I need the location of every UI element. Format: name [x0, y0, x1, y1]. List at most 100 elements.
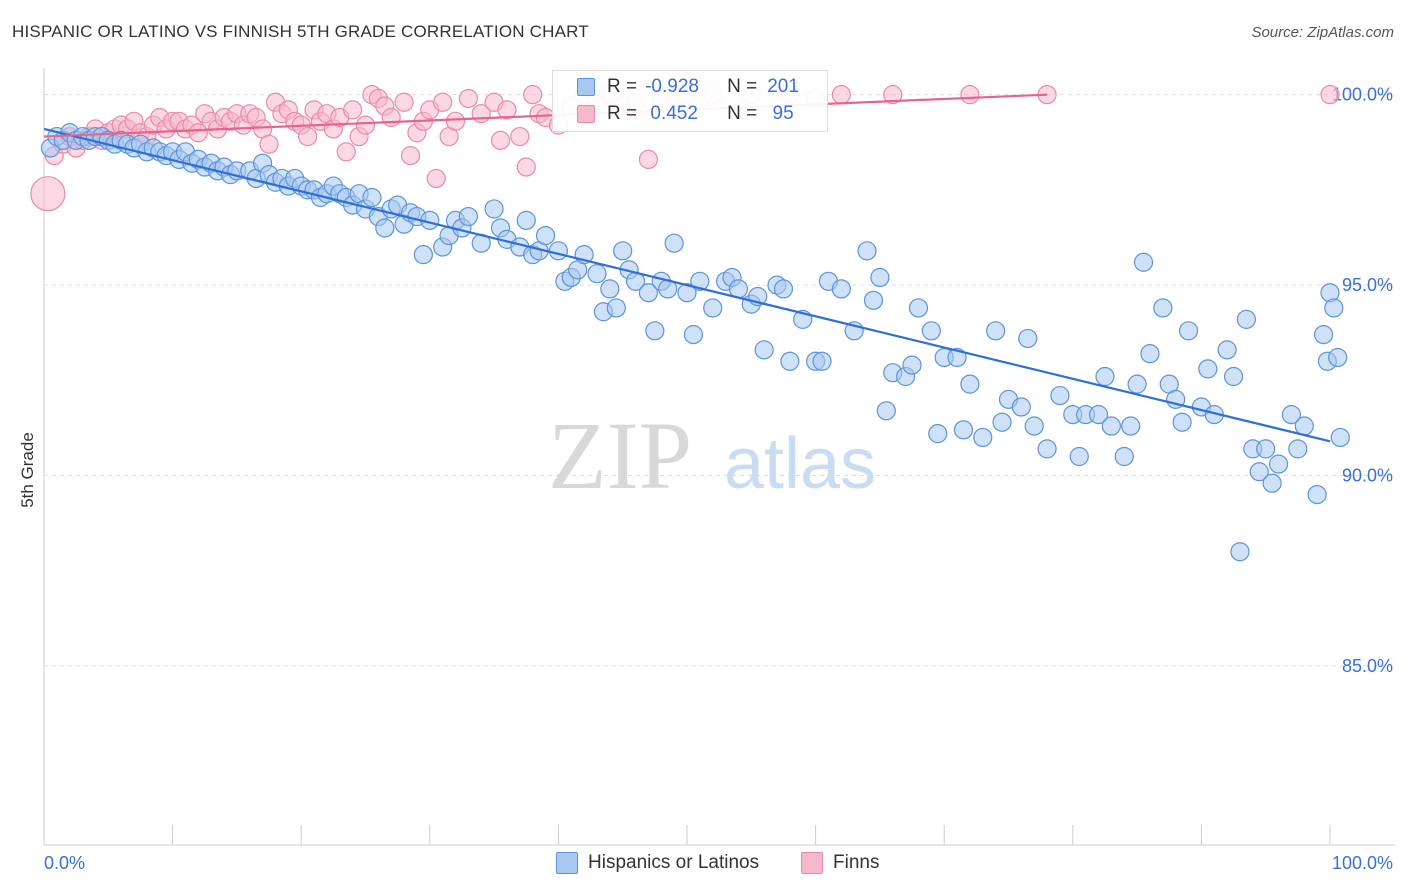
finn-point	[355, 115, 376, 135]
hispanic-point	[1121, 416, 1141, 436]
hispanic-point	[458, 206, 478, 227]
hispanic-point	[677, 283, 697, 303]
hispanic-point	[1011, 397, 1031, 417]
hispanic-point	[1101, 416, 1121, 436]
hispanic-point	[1140, 344, 1160, 364]
hispanic-point	[1249, 462, 1269, 482]
hispanic-point	[664, 233, 684, 253]
legend-item-hispanics[interactable]: Hispanics or Latinos	[556, 852, 759, 874]
hispanic-point	[754, 340, 774, 360]
hispanic-point	[1262, 473, 1282, 493]
hispanic-point	[863, 290, 884, 310]
finn-point	[336, 142, 356, 162]
hispanic-point	[921, 321, 941, 341]
hispanic-point	[1172, 412, 1192, 432]
hispanic-point	[992, 412, 1012, 432]
hispanic-point	[535, 225, 556, 246]
finn-point	[490, 130, 511, 150]
blue-swatch	[556, 852, 578, 874]
finn-point	[458, 88, 478, 109]
finn-point	[394, 92, 414, 112]
hispanic-point	[516, 210, 536, 230]
finn-point	[298, 126, 318, 147]
hispanic-point	[1114, 446, 1134, 467]
y-axis-label: 5th Grade	[18, 432, 37, 508]
watermark: ZIP atlas	[548, 402, 876, 509]
trend-lines	[43, 93, 1331, 443]
hispanics-points	[40, 123, 1350, 562]
hispanic-point	[947, 347, 967, 368]
hispanic-point	[1133, 252, 1154, 272]
hispanic-point	[1198, 359, 1218, 379]
hispanic-point	[960, 374, 980, 394]
y-tick-label: 95.0%	[1342, 275, 1393, 295]
hispanic-point	[1313, 325, 1334, 345]
hispanic-point	[908, 298, 929, 318]
hispanic-point	[1088, 405, 1109, 425]
chart-title: HISPANIC OR LATINO VS FINNISH 5TH GRADE …	[12, 22, 589, 41]
n-label: N =	[727, 76, 758, 97]
hispanic-point	[773, 279, 794, 299]
legend-item-finns[interactable]: Finns	[801, 852, 879, 874]
hispanic-point	[638, 283, 659, 303]
axes	[43, 68, 1395, 846]
watermark-zip: ZIP	[548, 402, 692, 509]
hispanic-point	[876, 401, 896, 421]
x-tick-label-min: 0.0%	[44, 853, 85, 873]
stats-legend: R = -0.928 N = 201 R = 0.452 N = 95	[552, 70, 828, 132]
finn-point	[426, 168, 446, 189]
finn-point	[516, 157, 536, 177]
stats-row-finns: R = 0.452 N = 95	[577, 101, 794, 127]
hispanic-point	[375, 218, 395, 238]
finn-point	[510, 126, 530, 147]
hispanic-point	[1223, 366, 1244, 387]
hispanic-point	[1153, 298, 1173, 318]
hispanic-point	[606, 298, 626, 318]
hispanic-point	[1268, 454, 1289, 474]
legend-label: Hispanics or Latinos	[588, 852, 760, 873]
n-value: 201	[767, 76, 799, 97]
hispanic-point	[831, 279, 851, 299]
hispanic-point	[870, 267, 890, 288]
hispanic-point	[1178, 321, 1199, 341]
hispanic-point	[1328, 347, 1348, 368]
hispanic-point	[587, 264, 607, 284]
hispanic-point	[1307, 484, 1327, 505]
r-label: R =	[607, 76, 638, 97]
hispanic-trend-line	[43, 127, 1331, 443]
hispanic-point	[986, 321, 1006, 341]
finn-point	[638, 149, 659, 170]
hispanic-point	[484, 199, 504, 219]
hispanic-point	[413, 245, 433, 265]
hispanic-point	[1217, 340, 1237, 360]
finn-point	[831, 85, 851, 105]
finn-point	[381, 107, 401, 128]
y-tick-label: 100.0%	[1332, 85, 1393, 105]
pink-swatch	[801, 852, 823, 874]
hispanic-point	[780, 351, 800, 371]
hispanic-point	[1324, 298, 1344, 318]
stats-row-hispanics: R = -0.928 N = 201	[577, 74, 799, 100]
finn-point	[1320, 85, 1340, 105]
r-value: -0.928	[645, 76, 699, 97]
hispanic-point	[600, 279, 620, 299]
hispanic-point	[857, 241, 877, 261]
hispanic-point	[953, 420, 974, 440]
x-tick-label-max: 100.0%	[1332, 853, 1393, 873]
watermark-atlas: atlas	[724, 424, 876, 504]
finn-point	[30, 176, 66, 212]
legend-label: Finns	[833, 852, 880, 873]
y-tick-labels: 85.0% 90.0% 95.0% 100.0%	[1332, 85, 1393, 676]
n-label: N =	[727, 103, 758, 124]
hispanic-point	[1294, 416, 1314, 436]
y-tick-label: 90.0%	[1342, 466, 1393, 486]
hispanic-point	[1330, 427, 1350, 448]
blue-swatch	[577, 78, 595, 96]
finn-point	[433, 92, 453, 112]
hispanic-point	[548, 241, 569, 261]
hispanic-point	[928, 424, 948, 444]
hispanic-point	[683, 325, 704, 345]
hispanic-point	[812, 351, 832, 371]
n-value: 95	[767, 103, 794, 124]
